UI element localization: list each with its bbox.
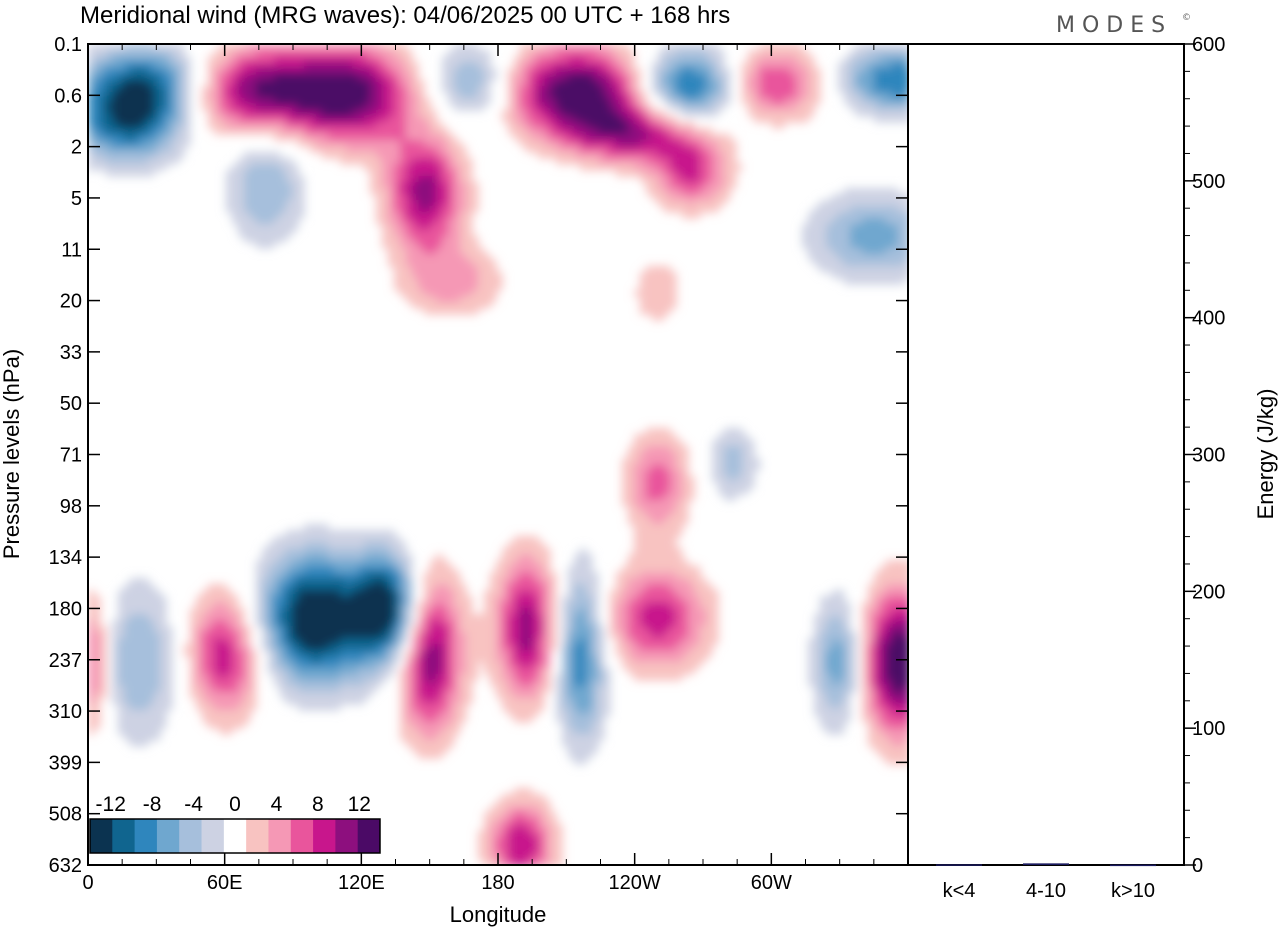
energy-tick-label: 200 [1192,581,1225,603]
y-tick-label: 0.6 [54,85,82,107]
colorbar-label: 12 [348,793,371,816]
colorbar-swatch [90,819,113,853]
y-tick-label: 98 [60,496,82,518]
y-tick-label: 237 [49,650,82,672]
brand-mark: © [1182,13,1191,23]
x-tick-label: 120W [609,872,661,894]
energy-panel: 0 100 200 300 400 500 600 k<4 4-10 k>10 [936,34,1225,902]
colorbar-swatch [246,819,269,853]
colorbar-swatch [134,819,158,853]
colorbar-swatch [112,819,136,853]
colorbar-label: -4 [184,793,203,816]
energy-tick-label: 0 [1192,855,1203,877]
colorbar-label: -8 [143,793,162,816]
energy-panel-frame [907,43,1185,866]
y-tick-label: 180 [49,598,82,620]
energy-bar [1023,863,1069,865]
y-tick-label: 5 [71,188,82,210]
colorbar-legend: -12 -8 -4 0 4 8 12 [89,793,381,854]
energy-tick-label: 400 [1192,308,1225,330]
y-tick-label: 0.1 [54,34,82,56]
colorbar-label: 4 [271,793,283,816]
energy-bar [936,864,982,866]
modes-logo: MODES © [1056,13,1191,38]
y-tick-label: 71 [60,445,82,467]
energy-axis-label: Energy (J/kg) [1253,389,1278,520]
energy-tick-label: 100 [1192,718,1225,740]
x-tick-label: 60W [751,872,792,894]
y-axis-label: Pressure levels (hPa) [0,349,24,559]
main-plot-frame [87,43,909,866]
energy-tick-label: 300 [1192,445,1225,467]
energy-tick-label: 600 [1192,34,1225,56]
heatmap-field [88,44,908,865]
y-tick-label: 632 [49,855,82,877]
colorbar-swatch [290,819,314,853]
colorbar-swatch [201,819,225,853]
y-tick-label: 2 [71,137,82,159]
y-axis: 0.1 0.6 2 5 11 20 33 50 71 98 134 180 237 310 399 508 63… [49,34,908,877]
energy-tick-label: 500 [1192,171,1225,193]
x-axis: 0 60E 120E 180 120W 60W [82,44,875,894]
x-tick-label: 120E [338,872,385,894]
y-tick-label: 20 [60,291,82,313]
y-tick-label: 134 [49,547,82,569]
colorbar-swatch [179,819,202,853]
y-tick-label: 508 [49,804,82,826]
x-tick-label: 60E [207,872,243,894]
brand-name: MODES [1056,13,1172,38]
colorbar-swatch [268,819,292,853]
heatmap-cells [88,44,908,865]
x-axis-label: Longitude [450,902,547,927]
colorbar-swatch [335,819,359,853]
y-tick-label: 310 [49,701,82,723]
colorbar-label: 8 [312,793,324,816]
chart-title: Meridional wind (MRG waves): 04/06/2025 … [80,2,730,29]
y-tick-label: 399 [49,752,82,774]
y-tick-label: 11 [61,239,82,261]
colorbar-label: -12 [96,793,126,816]
x-tick-label: 180 [481,872,514,894]
y-tick-label: 33 [60,342,82,364]
colorbar-swatch [223,819,247,853]
colorbar-frame [89,818,381,854]
colorbar-swatch [156,819,180,853]
energy-category-label: 4-10 [1026,880,1066,902]
energy-category-label: k<4 [943,880,976,902]
energy-bar [1110,864,1156,867]
colorbar-swatch [357,819,381,853]
colorbar-label: 0 [229,793,241,816]
x-tick-label: 0 [82,872,93,894]
y-tick-label: 50 [60,393,82,415]
colorbar-swatch [313,819,336,853]
energy-category-label: k>10 [1111,880,1155,902]
